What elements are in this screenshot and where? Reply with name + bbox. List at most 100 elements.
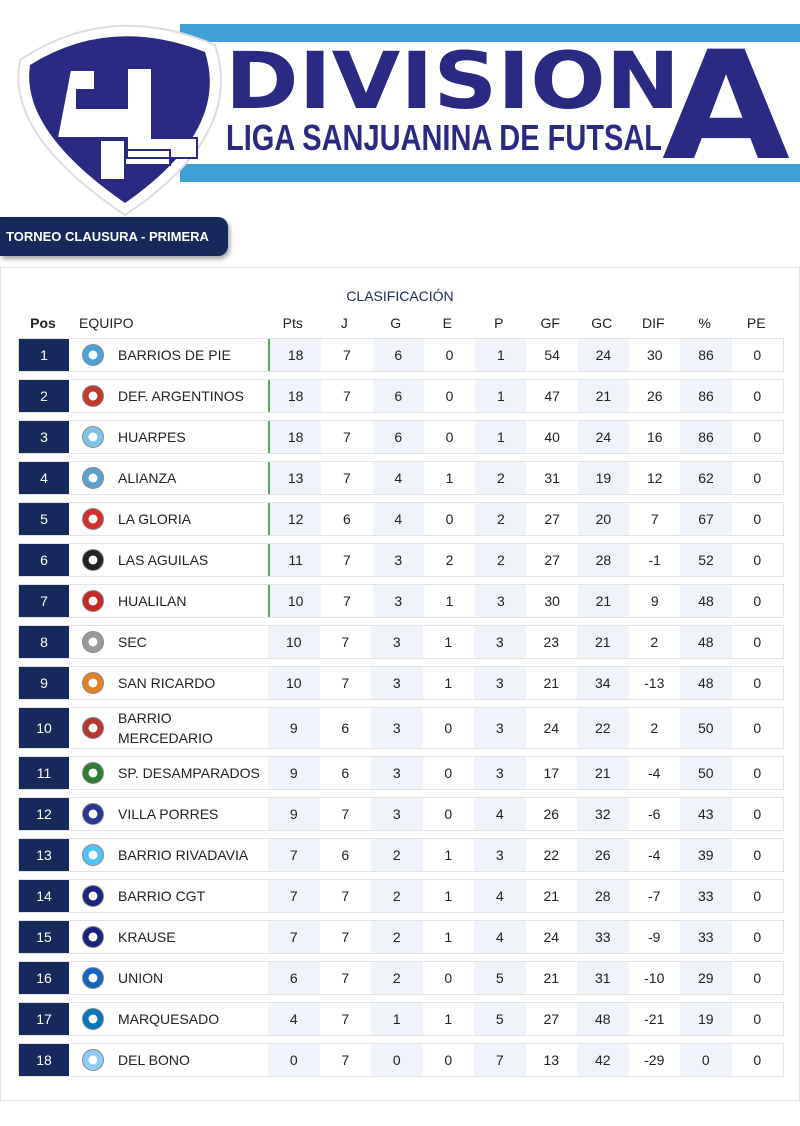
standings-row[interactable]: 1 BARRIOS DE PIE 18 7 6 0 1 54 24 30 86 0: [18, 338, 784, 372]
stat-cell: 10: [268, 667, 320, 699]
stat-cell: 3: [475, 585, 527, 617]
stat-cell: 0: [753, 388, 762, 404]
stat-cell: 1: [445, 470, 454, 486]
standings-row[interactable]: 10 BARRIO MERCEDARIO 9 6 3 0 3 24 22 2 50 0: [18, 707, 784, 749]
team-cell: BARRIO CGT: [69, 880, 268, 912]
stat-cell: 0: [444, 720, 453, 736]
position: 13: [19, 839, 69, 871]
stat-cell: 48: [680, 626, 732, 658]
standings-row[interactable]: 11 SP. DESAMPARADOS 9 6 3 0 3 17 21 -4 50 0: [18, 756, 784, 790]
stat-cell: 28: [577, 880, 629, 912]
stat-cell: 7: [341, 634, 350, 650]
team-cell: HUALILAN: [69, 585, 268, 617]
stat-cell: 4: [268, 1003, 320, 1035]
team-cell: LA GLORIA: [69, 503, 268, 535]
stat-cell: 7: [268, 839, 320, 871]
position: 17: [19, 1003, 69, 1035]
standings-row[interactable]: 8 SEC 10 7 3 1 3 23 21 2 48 0: [18, 625, 784, 659]
stat-cell: 0: [753, 847, 762, 863]
stat-cell: 2: [371, 962, 423, 994]
team-cell: UNION: [69, 962, 268, 994]
standings-row[interactable]: 2 DEF. ARGENTINOS 18 7 6 0 1 47 21 26 86 0: [18, 379, 784, 413]
team-name: HUARPES: [118, 429, 186, 445]
stat-cell: 7: [343, 552, 351, 568]
stat-cell: 9: [268, 798, 320, 830]
standings-row[interactable]: 13 BARRIO RIVADAVIA 7 6 2 1 3 22 26 -4 39 0: [18, 838, 784, 872]
team-name: KRAUSE: [118, 929, 176, 945]
stat-cell: 0: [753, 634, 762, 650]
stat-cell: 9: [268, 757, 320, 789]
division-title: DIVISION: [225, 37, 680, 127]
standings-row[interactable]: 16 UNION 6 7 2 0 5 21 31 -10 29 0: [18, 961, 784, 995]
stat-cell: 3: [372, 544, 424, 576]
standings-row[interactable]: 5 LA GLORIA 12 6 4 0 2 27 20 7 67 0: [18, 502, 784, 536]
stat-cell: 2: [475, 503, 527, 535]
stat-cell: 17: [543, 765, 560, 781]
standings-row[interactable]: 15 KRAUSE 7 7 2 1 4 24 33 -9 33 0: [18, 920, 784, 954]
stat-cell: 3: [474, 839, 526, 871]
team-logo: [82, 508, 104, 530]
stat-cell: 33: [577, 921, 629, 953]
stat-cell: 4: [474, 880, 526, 912]
stat-cell: 39: [680, 839, 732, 871]
stat-cell: 1: [371, 1003, 423, 1035]
stat-cell: 0: [753, 1011, 762, 1027]
stat-cell: 1: [444, 634, 453, 650]
stat-cell: 1: [444, 1011, 453, 1027]
team-logo: [82, 467, 104, 489]
team-name: UNION: [118, 970, 164, 986]
team-name: SEC: [118, 634, 147, 650]
stat-cell: 18: [268, 421, 322, 453]
stat-cell: 24: [543, 720, 560, 736]
table-rows: 1 BARRIOS DE PIE 18 7 6 0 1 54 24 30 86 0 2 DEF. ARGE…: [18, 338, 784, 1084]
stat-cell: 47: [544, 388, 560, 404]
standings-row[interactable]: 7 HUALILAN 10 7 3 1 3 30 21 9 48 0: [18, 584, 784, 618]
stat-cell: 6: [341, 847, 350, 863]
stat-cell: 6: [268, 962, 320, 994]
column-header: GF: [540, 315, 560, 331]
stat-cell: 0: [753, 429, 762, 445]
stat-cell: 34: [577, 667, 629, 699]
stat-cell: 4: [372, 462, 424, 494]
team-cell: LAS AGUILAS: [69, 544, 268, 576]
tab[interactable]: TORNEO CLAUSURA - PRIMERA: [0, 217, 228, 256]
team-name: HUALILAN: [118, 593, 187, 609]
stat-cell: 7: [343, 593, 351, 609]
stat-cell: 24: [543, 929, 560, 945]
stat-cell: 7: [341, 1011, 350, 1027]
stat-cell: 50: [680, 757, 732, 789]
standings-row[interactable]: 18 DEL BONO 0 7 0 0 7 13 42 -29 0 0: [18, 1043, 784, 1077]
stat-cell: 50: [680, 708, 732, 748]
stat-cell: 33: [680, 921, 732, 953]
stat-cell: 24: [577, 421, 630, 453]
stat-cell: 5: [474, 962, 526, 994]
team-logo: [82, 385, 104, 407]
standings-row[interactable]: 6 LAS AGUILAS 11 7 3 2 2 27 28 -1 52 0: [18, 543, 784, 577]
standings-row[interactable]: 3 HUARPES 18 7 6 0 1 40 24 16 86 0: [18, 420, 784, 454]
stat-cell: 7: [343, 470, 351, 486]
standings-row[interactable]: 9 SAN RICARDO 10 7 3 1 3 21 34 -13 48 0: [18, 666, 784, 700]
stat-cell: 0: [444, 970, 453, 986]
standings-row[interactable]: 17 MARQUESADO 4 7 1 1 5 27 48 -21 19 0: [18, 1002, 784, 1036]
team-name: DEF. ARGENTINOS: [118, 388, 245, 404]
position: 5: [19, 503, 69, 535]
team-name: MARQUESADO: [118, 1011, 220, 1027]
stat-cell: -10: [644, 970, 665, 986]
standings-row[interactable]: 12 VILLA PORRES 9 7 3 0 4 26 32 -6 43 0: [18, 797, 784, 831]
standings-row[interactable]: 4 ALIANZA 13 7 4 1 2 31 19 12 62 0: [18, 461, 784, 495]
position: 6: [19, 544, 69, 576]
position: 16: [19, 962, 69, 994]
stat-cell: 3: [372, 585, 424, 617]
stat-cell: 48: [577, 1003, 629, 1035]
stat-cell: 1: [444, 929, 453, 945]
stat-cell: -4: [648, 765, 661, 781]
stat-cell: 21: [543, 888, 560, 904]
standings-row[interactable]: 14 BARRIO CGT 7 7 2 1 4 21 28 -7 33 0: [18, 879, 784, 913]
stat-cell: 3: [474, 708, 526, 748]
stat-cell: 2: [475, 462, 527, 494]
stat-cell: -29: [644, 1052, 665, 1068]
stat-cell: 52: [680, 544, 732, 576]
team-logo: [82, 926, 104, 948]
stat-cell: 11: [268, 544, 322, 576]
